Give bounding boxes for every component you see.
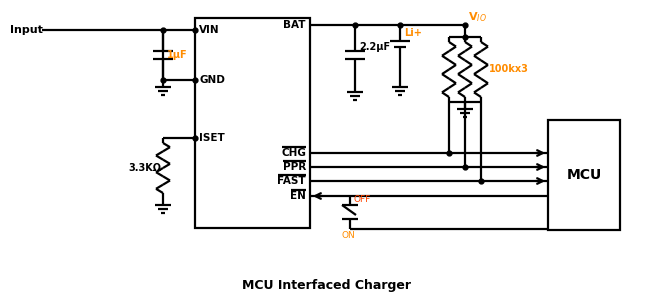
Text: MCU Interfaced Charger: MCU Interfaced Charger <box>243 279 411 291</box>
Text: 1µF: 1µF <box>167 50 188 60</box>
Text: V$_{IO}$: V$_{IO}$ <box>468 10 487 24</box>
Text: 100kx3: 100kx3 <box>489 64 529 75</box>
Text: BAT: BAT <box>283 20 306 30</box>
Text: Input: Input <box>10 25 43 35</box>
Text: CHG: CHG <box>281 148 306 158</box>
Text: FAST: FAST <box>277 176 306 186</box>
Bar <box>548 120 620 230</box>
Text: MCU: MCU <box>566 168 602 182</box>
Text: ON: ON <box>342 230 356 239</box>
Text: 3.3KΩ: 3.3KΩ <box>128 163 161 173</box>
Text: GND: GND <box>199 75 225 85</box>
Text: VIN: VIN <box>199 25 220 35</box>
Text: PPR: PPR <box>283 162 306 172</box>
Text: EN: EN <box>290 191 306 201</box>
Text: 2.2µF: 2.2µF <box>359 42 390 52</box>
Text: OFF: OFF <box>353 195 370 203</box>
Bar <box>195 18 310 228</box>
Text: Li+: Li+ <box>404 28 422 38</box>
Text: ISET: ISET <box>199 133 225 143</box>
